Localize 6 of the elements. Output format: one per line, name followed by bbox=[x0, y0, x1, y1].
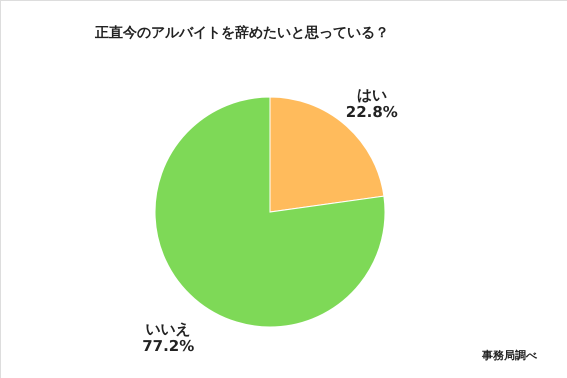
slice-label: いいえ bbox=[146, 320, 191, 338]
text: 事務局調べ bbox=[481, 349, 538, 362]
data-label: 77.2% bbox=[142, 336, 194, 355]
chart-title: 正直今のアルバイトを辞めたいと思っている？ bbox=[94, 24, 389, 41]
slice-label: はい bbox=[356, 86, 387, 104]
data-label: 22.8% bbox=[346, 103, 398, 122]
